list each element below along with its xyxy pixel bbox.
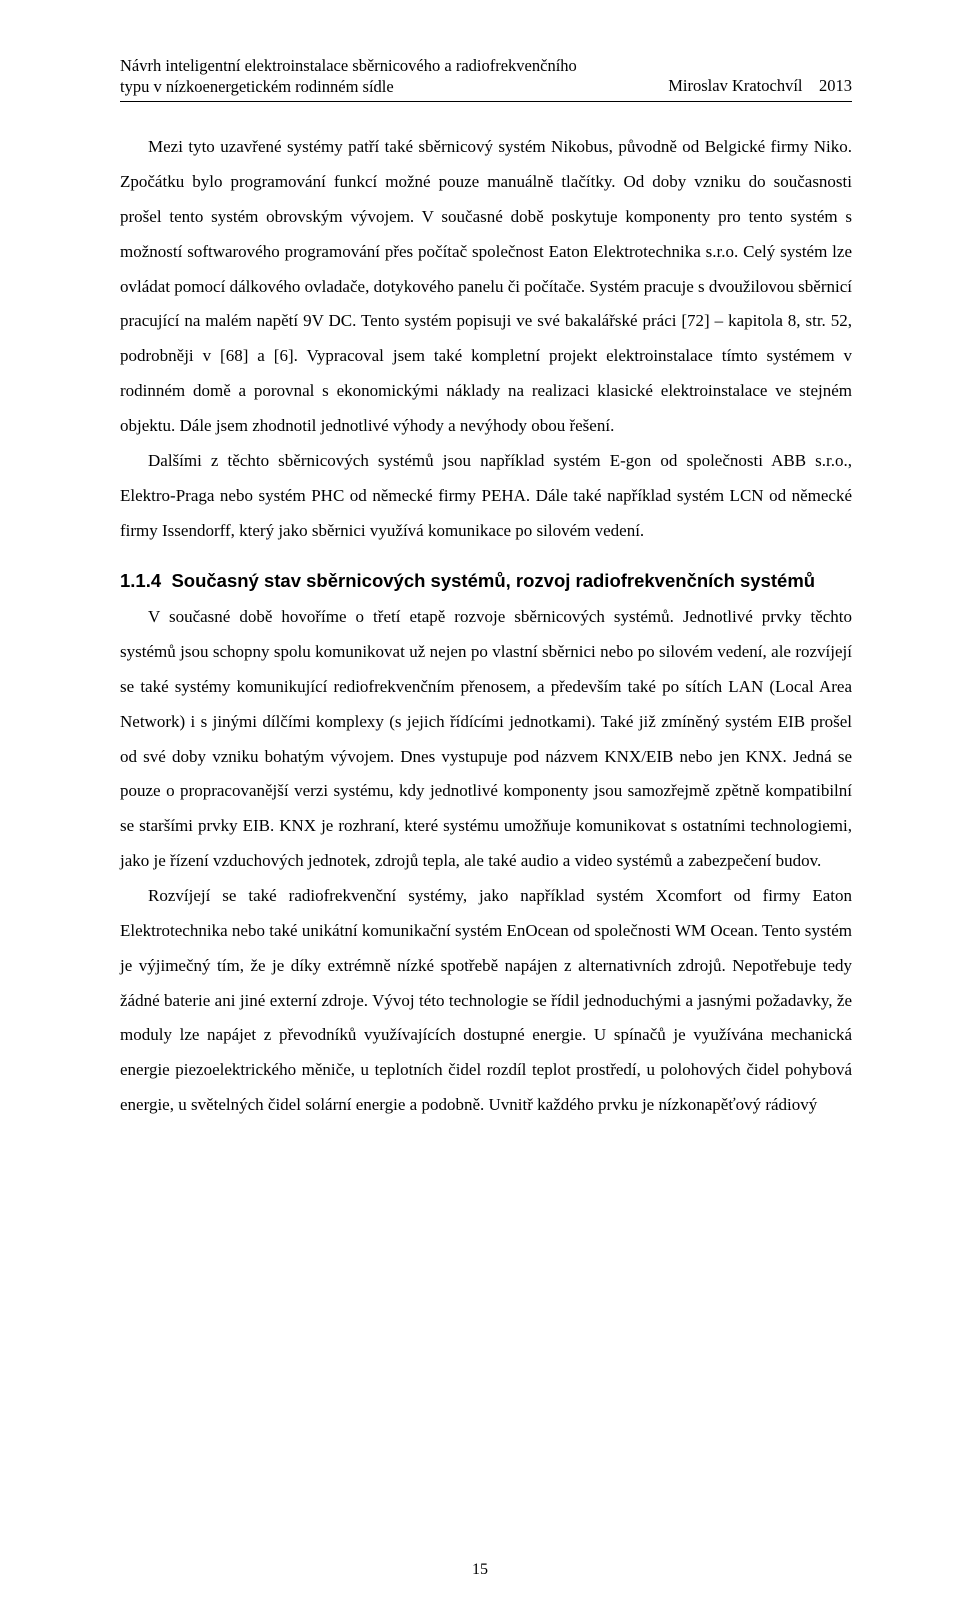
body-text: Mezi tyto uzavřené systémy patří také sb… xyxy=(120,130,852,1123)
header-title-block: Návrh inteligentní elektroinstalace sběr… xyxy=(120,56,668,97)
section-heading: 1.1.4 Současný stav sběrnicových systémů… xyxy=(120,568,852,594)
page-number: 15 xyxy=(0,1561,960,1579)
paragraph-3: V současné době hovoříme o třetí etapě r… xyxy=(120,600,852,879)
paragraph-1: Mezi tyto uzavřené systémy patří také sb… xyxy=(120,130,852,444)
header-year: 2013 xyxy=(819,76,852,95)
running-header: Návrh inteligentní elektroinstalace sběr… xyxy=(120,56,852,97)
header-author: Miroslav Kratochvíl xyxy=(668,76,802,95)
header-author-year: Miroslav Kratochvíl 2013 xyxy=(668,56,852,97)
paragraph-2: Dalšími z těchto sběrnicových systémů js… xyxy=(120,444,852,549)
header-title-line2: typu v nízkoenergetickém rodinném sídle xyxy=(120,77,668,98)
header-title-line1: Návrh inteligentní elektroinstalace sběr… xyxy=(120,56,668,77)
page: Návrh inteligentní elektroinstalace sběr… xyxy=(0,0,960,1607)
section-title: Současný stav sběrnicových systémů, rozv… xyxy=(171,570,815,591)
section-number: 1.1.4 xyxy=(120,570,161,591)
header-rule xyxy=(120,101,852,102)
paragraph-4: Rozvíjejí se také radiofrekvenční systém… xyxy=(120,879,852,1123)
